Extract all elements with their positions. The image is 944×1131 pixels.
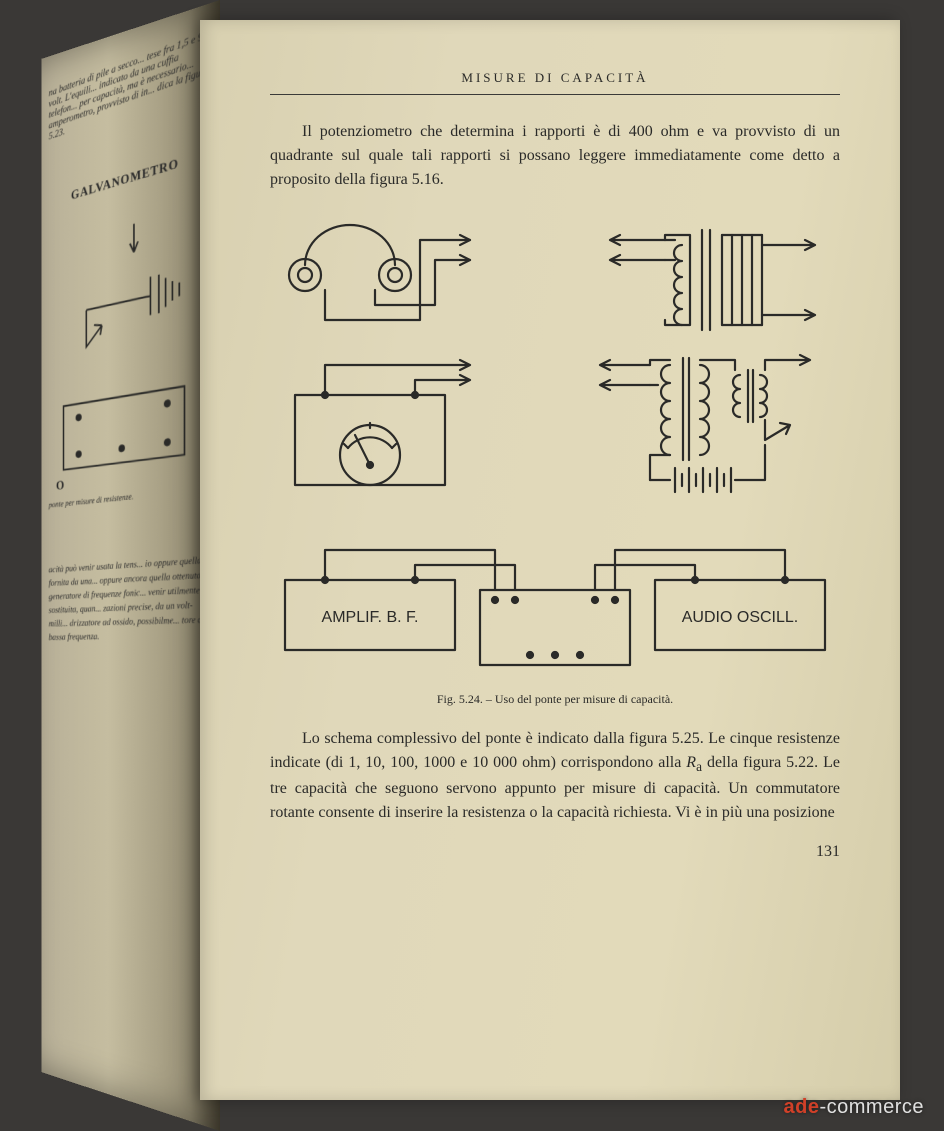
para2-ital: R	[686, 754, 696, 771]
watermark: ade-commerce	[784, 1096, 924, 1119]
figure-caption: Fig. 5.24. – Uso del ponte per misure di…	[270, 692, 840, 707]
right-page: MISURE DI CAPACITÀ Il potenziometro che …	[200, 20, 900, 1100]
left-bottom-text: acità può venir usata la tens... io oppu…	[49, 553, 211, 645]
transformer-top	[610, 230, 815, 330]
audio-label: AUDIO OSCILL.	[682, 609, 798, 626]
paragraph-2: Lo schema complessivo del ponte è indica…	[270, 727, 840, 825]
coil-battery-symbol	[600, 355, 810, 492]
watermark-prefix: ade	[784, 1096, 820, 1118]
watermark-suffix: -commerce	[819, 1096, 924, 1118]
page-header: MISURE DI CAPACITÀ	[270, 70, 840, 86]
amplif-label: AMPLIF. B. F.	[322, 609, 419, 626]
meter-symbol	[295, 360, 470, 485]
paragraph-1: Il potenziometro che determina i rapport…	[270, 120, 840, 192]
headphones-symbol	[289, 225, 470, 320]
header-rule	[270, 94, 840, 95]
galvanometro-label: GALVANOMETRO	[71, 147, 211, 204]
figure-5-24: AMPLIF. B. F.	[270, 210, 840, 680]
left-page: na batteria di pile a secco... tese fra …	[41, 0, 220, 1131]
bridge-box	[480, 590, 630, 665]
left-top-text: na batteria di pile a secco... tese fra …	[49, 28, 211, 143]
page-number: 131	[270, 843, 840, 861]
left-diagram-fragment	[56, 203, 211, 480]
